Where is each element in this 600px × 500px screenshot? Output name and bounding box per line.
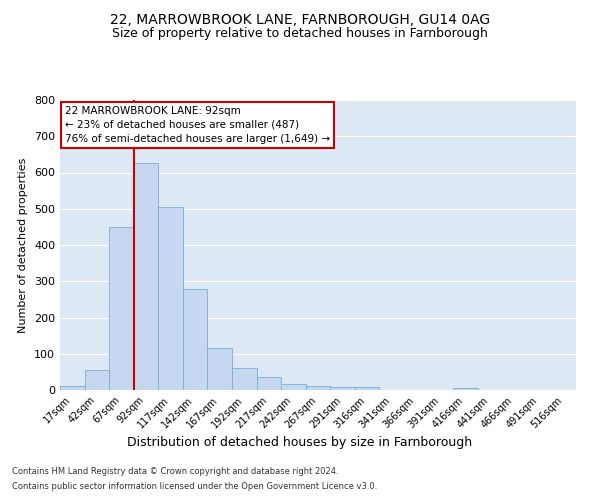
Y-axis label: Number of detached properties: Number of detached properties [19,158,28,332]
Text: Contains public sector information licensed under the Open Government Licence v3: Contains public sector information licen… [12,482,377,491]
Text: Contains HM Land Registry data © Crown copyright and database right 2024.: Contains HM Land Registry data © Crown c… [12,467,338,476]
Bar [306,386,330,390]
Bar [281,384,306,390]
Bar [330,387,355,390]
Bar [109,227,134,390]
Text: Distribution of detached houses by size in Farnborough: Distribution of detached houses by size … [127,436,473,449]
Bar [60,386,85,390]
Bar [85,370,109,390]
Bar [183,288,208,390]
Text: 22, MARROWBROOK LANE, FARNBOROUGH, GU14 0AG: 22, MARROWBROOK LANE, FARNBOROUGH, GU14 … [110,12,490,26]
Bar [453,388,478,390]
Bar [257,378,281,390]
Bar [134,164,158,390]
Bar [158,207,183,390]
Text: 22 MARROWBROOK LANE: 92sqm
← 23% of detached houses are smaller (487)
76% of sem: 22 MARROWBROOK LANE: 92sqm ← 23% of deta… [65,106,330,144]
Text: Size of property relative to detached houses in Farnborough: Size of property relative to detached ho… [112,28,488,40]
Bar [232,368,257,390]
Bar [208,348,232,390]
Bar [355,387,379,390]
